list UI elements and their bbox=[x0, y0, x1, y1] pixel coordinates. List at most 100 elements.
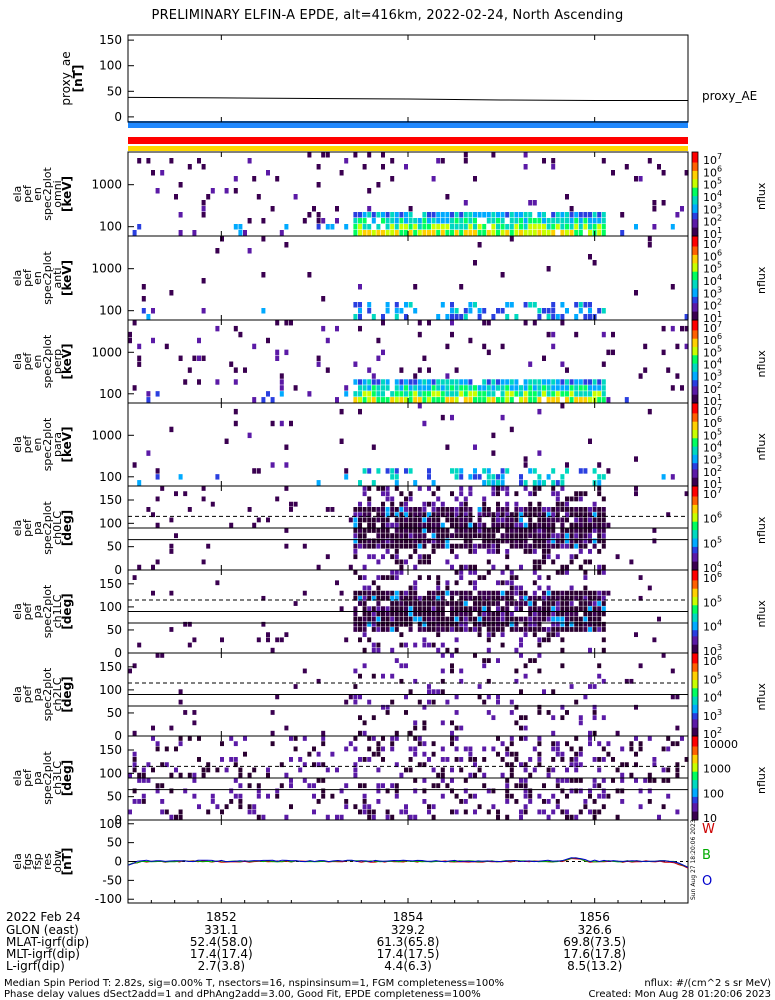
y-tick-label: 0 bbox=[114, 729, 122, 743]
spectrogram-cell bbox=[542, 616, 546, 622]
spectrogram-cell bbox=[229, 361, 234, 367]
y-tick-label: 150 bbox=[99, 660, 122, 674]
x-axis-tick-label: 69.8(73.5) bbox=[563, 935, 626, 949]
spectrogram-cell bbox=[275, 176, 280, 182]
colorbar-swatch bbox=[692, 351, 698, 354]
spectrogram-cell bbox=[408, 746, 413, 752]
spectrogram-cell bbox=[491, 746, 496, 752]
spectrogram-cell bbox=[491, 491, 496, 497]
spectrogram-cell bbox=[611, 331, 615, 338]
spectrogram-cell bbox=[657, 616, 661, 622]
spectrogram-cell bbox=[565, 793, 569, 799]
spectrogram-cell bbox=[450, 522, 454, 528]
spectrogram-cell bbox=[519, 224, 523, 230]
spectrogram-cell bbox=[238, 799, 243, 804]
spectrogram-cell bbox=[376, 606, 381, 612]
colorbar-swatch bbox=[692, 158, 698, 161]
spectrogram-cell bbox=[169, 772, 174, 778]
spectrogram-cell bbox=[450, 653, 454, 658]
spectrogram-cell bbox=[358, 308, 362, 314]
y-tick-label: -100 bbox=[95, 892, 122, 906]
spectrogram-cell bbox=[233, 741, 238, 747]
spectrogram-cell bbox=[647, 408, 652, 415]
spectrogram-cell bbox=[500, 616, 505, 622]
spectrogram-cell bbox=[486, 627, 491, 632]
spectrogram-cell bbox=[486, 218, 491, 224]
spectrogram-cell bbox=[417, 559, 422, 565]
spectrogram-cell bbox=[532, 385, 537, 391]
spectrogram-cell bbox=[551, 528, 556, 533]
spectrogram-cell bbox=[413, 725, 418, 731]
colorbar-swatch bbox=[692, 257, 698, 260]
spectrogram-cell bbox=[376, 799, 381, 804]
spectrogram-cell bbox=[519, 585, 523, 591]
spectrogram-cell bbox=[367, 736, 372, 741]
spectrogram-cell bbox=[680, 385, 684, 391]
spectrogram-cell bbox=[468, 570, 473, 575]
spectrogram-cell bbox=[174, 533, 178, 539]
spectrogram-cell bbox=[394, 512, 399, 518]
spectrogram-cell bbox=[482, 501, 487, 507]
spectrogram-cell bbox=[220, 637, 224, 643]
spectrogram-cell bbox=[629, 678, 634, 684]
spectrogram-cell bbox=[353, 694, 358, 700]
spectrogram-cell bbox=[583, 379, 588, 385]
spectrogram-cell bbox=[459, 314, 464, 320]
spectrogram-cell bbox=[551, 741, 556, 747]
spectrogram-cell bbox=[178, 809, 183, 815]
spectrogram-cell bbox=[298, 767, 303, 773]
colorbar-swatch bbox=[692, 459, 698, 462]
spectrogram-cell bbox=[477, 314, 482, 320]
spectrogram-cell bbox=[266, 767, 270, 773]
legend-item: W bbox=[702, 822, 715, 837]
colorbar-swatch bbox=[692, 154, 698, 157]
spectrogram-cell bbox=[666, 767, 671, 773]
spectrogram-cell bbox=[597, 491, 602, 497]
spectrogram-cell bbox=[583, 804, 588, 810]
spectrogram-cell bbox=[233, 420, 238, 427]
spectrogram-cell bbox=[394, 522, 399, 528]
spectrogram-cell bbox=[238, 230, 243, 236]
spectrogram-cell bbox=[178, 772, 183, 778]
spectrogram-cell bbox=[532, 224, 537, 230]
colorbar-swatch bbox=[692, 682, 698, 685]
spectrogram-cell bbox=[404, 468, 408, 474]
spectrogram-cell bbox=[500, 474, 505, 480]
spectrogram-cell bbox=[560, 616, 565, 622]
spectrogram-cell bbox=[528, 468, 533, 474]
spectrogram-cell bbox=[413, 595, 418, 601]
spectrogram-cell bbox=[463, 528, 468, 533]
colorbar-swatch bbox=[692, 771, 698, 775]
spectrogram-cell bbox=[353, 736, 358, 741]
spectrogram-cell bbox=[588, 741, 592, 747]
spectrogram-cell bbox=[551, 590, 556, 596]
spectrogram-cell bbox=[592, 778, 597, 783]
spectrogram-cell bbox=[477, 533, 482, 539]
spectrogram-cell bbox=[243, 367, 247, 373]
spectrogram-cell bbox=[376, 559, 381, 565]
spectrogram-cell bbox=[413, 606, 418, 612]
spectrogram-cell bbox=[555, 517, 560, 523]
spectrogram-cell bbox=[583, 590, 588, 596]
colorbar-swatch bbox=[692, 509, 698, 512]
spectrogram-cell bbox=[615, 554, 620, 560]
colorbar-swatch bbox=[692, 570, 698, 573]
spectrogram-cell bbox=[459, 611, 464, 617]
x-axis-tick-label: 61.3(65.8) bbox=[377, 935, 440, 949]
colorbar-swatch bbox=[692, 311, 698, 315]
spectrogram-cell bbox=[652, 200, 657, 206]
spectrogram-cell bbox=[394, 480, 399, 486]
spectrogram-cell bbox=[362, 809, 367, 815]
spectrogram-cell bbox=[399, 642, 404, 648]
spectrogram-cell bbox=[482, 658, 487, 663]
spectrogram-cell bbox=[353, 616, 358, 622]
spectrogram-cell bbox=[408, 601, 413, 606]
spectrogram-cell bbox=[597, 517, 602, 523]
spectrogram-cell bbox=[344, 799, 349, 804]
spectrogram-cell bbox=[565, 595, 569, 601]
spectrogram-cell bbox=[509, 302, 514, 308]
y-tick-label: 50 bbox=[107, 790, 122, 804]
spectrogram-cell bbox=[427, 689, 431, 695]
colorbar-swatch bbox=[692, 809, 698, 813]
colorbar-swatch bbox=[692, 565, 698, 569]
